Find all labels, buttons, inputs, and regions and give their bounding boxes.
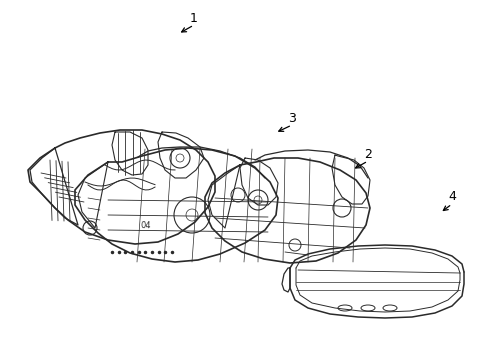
Text: 1: 1 (190, 12, 198, 24)
Text: 3: 3 (287, 112, 295, 125)
Text: 2: 2 (364, 148, 371, 161)
Text: 04: 04 (140, 221, 150, 230)
Text: 4: 4 (447, 190, 455, 203)
